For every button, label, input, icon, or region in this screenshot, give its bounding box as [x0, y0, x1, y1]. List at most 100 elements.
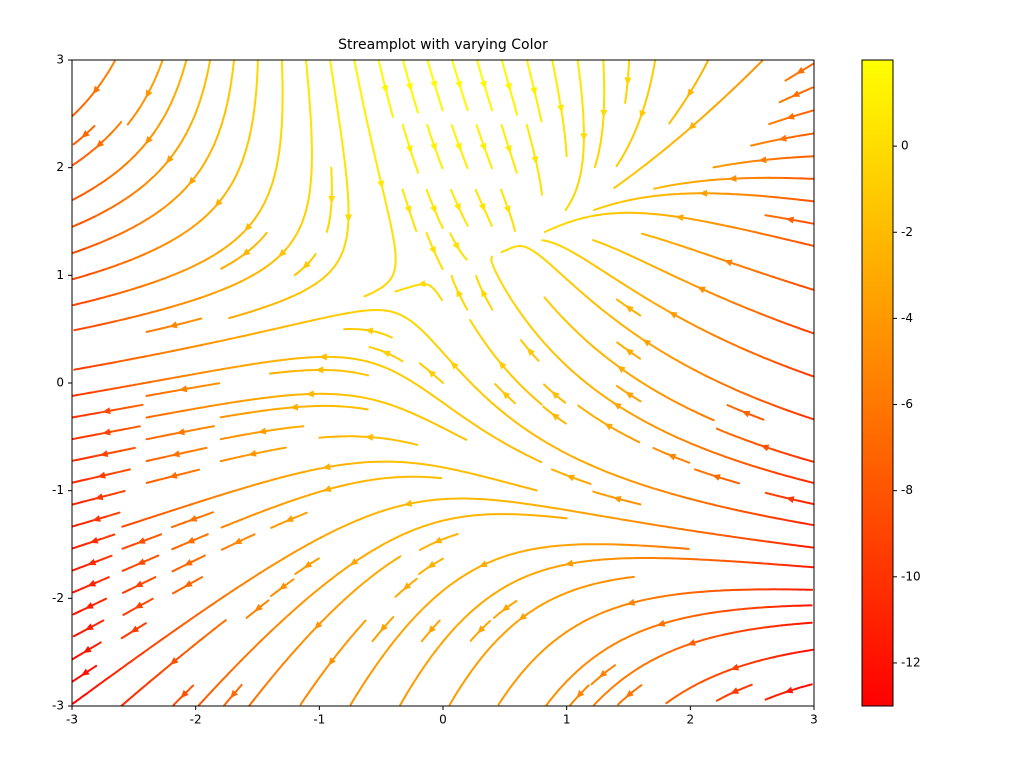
- arrow-head: [402, 582, 412, 591]
- streamline: [593, 621, 813, 706]
- streamline-segment: [222, 259, 237, 269]
- streamline-segment: [211, 595, 226, 606]
- streamline-segment: [715, 427, 732, 436]
- streamline: [668, 60, 709, 125]
- streamline-segment: [270, 522, 281, 529]
- streamline-segment: [316, 315, 333, 321]
- streamline-segment: [381, 476, 398, 480]
- streamline-segment: [658, 545, 675, 549]
- streamline-segment: [740, 510, 757, 516]
- streamline-segment: [116, 258, 132, 266]
- streamline: [220, 475, 443, 529]
- streamline-segment: [224, 97, 230, 113]
- streamline-segment: [770, 275, 787, 282]
- streamline-segment: [750, 143, 757, 147]
- arrow-head: [168, 471, 178, 479]
- streamline-segment: [722, 559, 740, 563]
- arrow-head: [604, 423, 613, 431]
- streamline-segment: [607, 516, 624, 521]
- streamline-segment: [425, 476, 443, 480]
- streamline-segment: [279, 357, 297, 362]
- streamline-segment: [210, 402, 228, 407]
- streamline-segment: [127, 689, 141, 701]
- arrow-head: [279, 582, 288, 590]
- streamline-segment: [167, 96, 175, 111]
- streamline-segment: [371, 636, 377, 643]
- streamline-segment: [156, 305, 174, 312]
- streamline-segment: [264, 258, 278, 269]
- streamline-segment: [165, 627, 179, 638]
- streamline-segment: [447, 515, 465, 521]
- streamline-segment: [729, 261, 745, 269]
- streamline-segment: [243, 431, 261, 436]
- streamline-segment: [295, 493, 312, 501]
- streamline-segment: [781, 622, 798, 627]
- streamline-segment: [484, 642, 496, 655]
- streamline-segment: [414, 323, 427, 335]
- arrow-head: [427, 560, 436, 569]
- streamline-segment: [200, 603, 214, 614]
- streamline-segment: [450, 274, 457, 288]
- streamline-segment: [636, 378, 651, 389]
- streamline-segment: [170, 521, 187, 529]
- streamline-segment: [507, 293, 517, 307]
- streamline-segment: [654, 303, 670, 313]
- streamline-segment: [194, 257, 210, 266]
- arrow-head: [796, 66, 805, 75]
- streamline-segment: [373, 508, 390, 515]
- streamline: [593, 189, 814, 211]
- streamline-segment: [345, 310, 362, 315]
- streamline: [543, 296, 715, 422]
- streamline-segment: [709, 178, 726, 182]
- streamline-segment: [739, 160, 756, 164]
- streamline: [764, 491, 814, 506]
- streamline-segment: [168, 270, 184, 278]
- streamline-segment: [413, 161, 419, 174]
- streamline-segment: [609, 211, 626, 215]
- streamline-segment: [596, 492, 613, 498]
- streamline-segment: [557, 679, 569, 691]
- streamline-segment: [694, 179, 712, 183]
- streamline-segment: [770, 117, 787, 125]
- streamline-segment: [99, 533, 116, 541]
- arrow-head: [455, 142, 462, 152]
- streamline-segment: [766, 624, 784, 629]
- streamline-segment: [171, 544, 183, 551]
- arrow-head: [417, 280, 426, 287]
- streamline-segment: [92, 597, 107, 606]
- streamline-segment: [459, 148, 467, 163]
- streamline-segment: [406, 461, 423, 465]
- streamline-segment: [659, 238, 676, 245]
- streamline-segment: [550, 515, 568, 520]
- streamline-segment: [307, 84, 311, 100]
- arrow-head: [94, 493, 104, 501]
- streamline: [269, 366, 370, 377]
- streamline: [122, 597, 154, 616]
- streamline-segment: [96, 676, 110, 687]
- streamline-segment: [764, 696, 772, 701]
- streamline: [474, 188, 493, 227]
- streamline: [72, 60, 212, 228]
- streamline-segment: [797, 648, 814, 654]
- streamline-segment: [80, 215, 96, 224]
- streamline-segment: [577, 511, 595, 516]
- streamline-segment: [521, 245, 537, 254]
- streamline-segment: [223, 587, 238, 598]
- streamline-segment: [485, 213, 493, 227]
- streamline-segment: [567, 669, 579, 681]
- streamline-segment: [621, 197, 638, 203]
- streamline-segment: [748, 413, 765, 421]
- streamline-segment: [784, 452, 801, 459]
- streamline-segment: [143, 247, 159, 256]
- streamline-segment: [471, 600, 485, 612]
- streamline-segment: [425, 231, 433, 247]
- streamline-segment: [248, 123, 253, 139]
- streamline-segment: [401, 123, 408, 139]
- streamline-segment: [693, 558, 711, 561]
- streamline-segment: [710, 98, 724, 110]
- streamline-segment: [72, 458, 79, 462]
- streamline-segment: [335, 251, 344, 266]
- streamline-segment: [742, 438, 759, 446]
- streamline-segment: [163, 507, 179, 515]
- streamline-segment: [501, 364, 513, 377]
